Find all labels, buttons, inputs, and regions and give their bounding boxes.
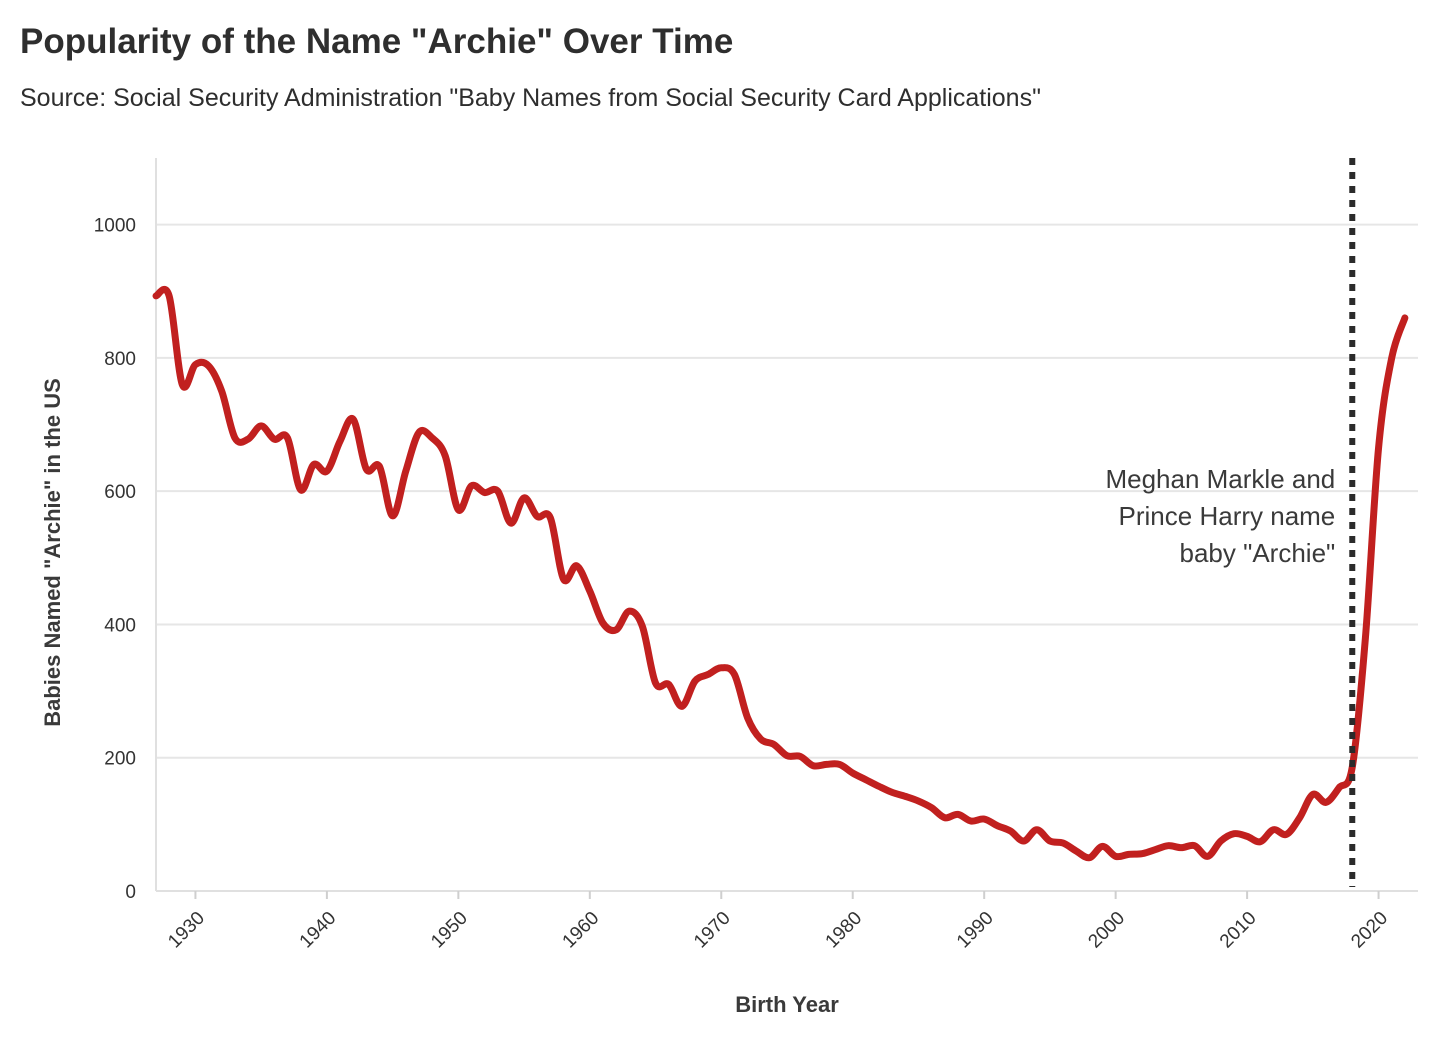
x-tick-label: 1970 <box>690 908 735 953</box>
x-tick-label: 2010 <box>1216 908 1261 953</box>
x-tick-label: 2000 <box>1084 908 1129 953</box>
x-axis-ticks: 1930 1940 1950 1960 1970 1980 1990 2000 2010 2020 <box>164 891 1392 952</box>
series-group <box>152 285 1409 862</box>
x-tick-label: 1950 <box>427 908 472 953</box>
x-axis-label: Birth Year <box>735 992 839 1017</box>
x-tick-label: 1960 <box>559 908 604 953</box>
series-line-0 <box>152 285 1409 862</box>
y-tick-label: 200 <box>104 749 136 770</box>
y-tick-label: 600 <box>104 482 136 503</box>
annotation-text-line: baby "Archie" <box>1180 538 1336 568</box>
y-axis-label: Babies Named "Archie" in the US <box>40 378 65 727</box>
y-tick-label: 0 <box>125 882 136 903</box>
y-axis-ticks: 0 200 400 600 800 1000 <box>94 216 136 903</box>
x-tick-label: 1990 <box>953 908 998 953</box>
axes <box>155 158 1418 892</box>
annotation-text-line: Meghan Markle and <box>1105 464 1335 494</box>
chart-subtitle: Source: Social Security Administration "… <box>20 84 1041 112</box>
annotation-group: Meghan Markle and Prince Harry name baby "… <box>1105 158 1356 887</box>
y-tick-label: 800 <box>104 349 136 370</box>
chart-title: Popularity of the Name "Archie" Over Tim… <box>20 22 734 61</box>
x-tick-label: 1980 <box>822 908 867 953</box>
x-tick-label: 1930 <box>164 908 209 953</box>
x-tick-label: 2020 <box>1347 908 1392 953</box>
x-tick-label: 1940 <box>296 908 341 953</box>
y-tick-label: 400 <box>104 615 136 636</box>
annotation-text-line: Prince Harry name <box>1119 501 1336 531</box>
y-tick-label: 1000 <box>94 216 136 237</box>
